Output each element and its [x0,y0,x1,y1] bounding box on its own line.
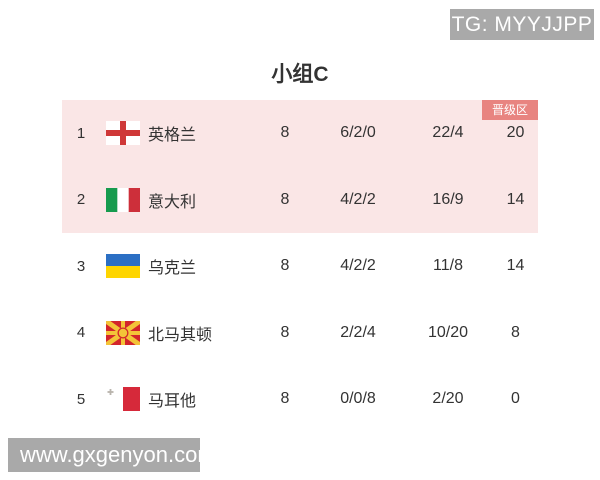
points-cell: 20 [506,124,525,142]
group-title: 小组C [271,63,329,86]
record-cell: 2/2/4 [340,323,376,341]
goals-cell: 16/9 [432,190,464,208]
rank-cell: 4 [76,324,86,342]
team-cell: 意大利 [100,187,257,212]
points-cell: 14 [506,257,525,275]
standings-table: 晋级区 1 英格兰 8 6/2/0 22/4 20 2 [62,100,538,433]
team-cell: 北马其顿 [100,320,257,345]
ukraine-flag-icon [106,254,140,279]
played-cell: 8 [280,257,290,275]
tg-contact-badge: TG: MYYJJPP [450,9,594,40]
points-cell: 8 [511,323,520,341]
promotion-zone-badge: 晋级区 [481,100,538,120]
watermark-badge: www.gxgenyon.com [8,438,216,472]
rank-cell: 5 [76,390,86,408]
rank-cell: 3 [76,257,86,275]
record-cell: 6/2/0 [340,124,376,142]
table-row: 1 英格兰 8 6/2/0 22/4 20 [62,100,538,167]
team-name: 英格兰 [148,127,197,145]
table-row: 4 [62,300,538,367]
rank-cell: 2 [76,191,86,209]
table-row: 3 乌克兰 8 4/2/2 11/8 14 [62,233,538,300]
points-cell: 0 [511,390,520,408]
played-cell: 8 [280,190,290,208]
england-flag-icon [106,121,140,146]
north-macedonia-flag-icon [106,320,140,345]
malta-flag-icon [106,387,140,412]
team-name: 意大利 [148,193,197,211]
promotion-zone: 晋级区 1 英格兰 8 6/2/0 22/4 20 2 [62,100,538,233]
goals-cell: 2/20 [432,390,464,408]
record-cell: 0/0/8 [340,390,376,408]
played-cell: 8 [280,390,290,408]
team-name: 马耳他 [148,393,197,411]
played-cell: 8 [280,124,290,142]
record-cell: 4/2/2 [340,257,376,275]
table-row: 5 马耳他 8 0/0/8 2/20 0 [62,366,538,433]
team-cell: 乌克兰 [100,254,257,279]
rank-cell: 1 [76,124,86,142]
team-name: 北马其顿 [148,326,213,344]
team-name: 乌克兰 [148,260,197,278]
team-cell: 英格兰 [100,121,257,146]
goals-cell: 11/8 [433,257,463,275]
table-row: 2 意大利 8 4/2/2 16/9 14 [62,167,538,234]
goals-cell: 10/20 [427,323,469,341]
points-cell: 14 [506,190,525,208]
record-cell: 4/2/2 [340,190,376,208]
italy-flag-icon [106,187,140,212]
goals-cell: 22/4 [432,124,464,142]
played-cell: 8 [280,323,290,341]
team-cell: 马耳他 [100,387,257,412]
